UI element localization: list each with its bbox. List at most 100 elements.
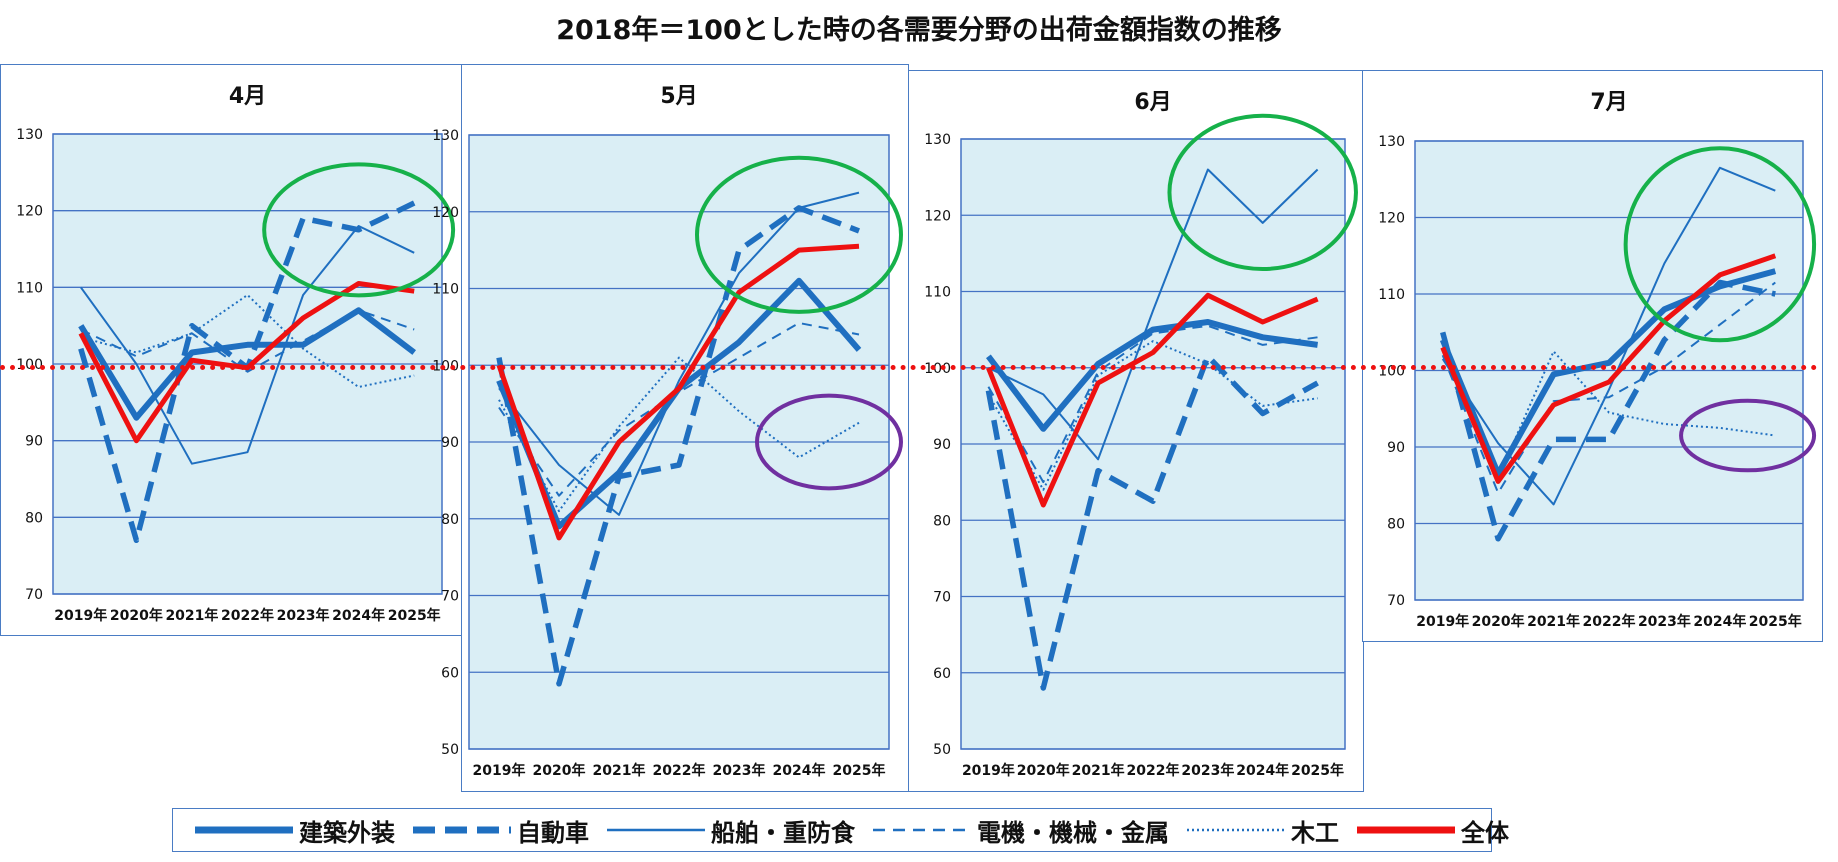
legend-swatch: [873, 828, 971, 832]
series-line: [987, 340, 1318, 491]
legend-item: 建築外装: [195, 813, 395, 848]
x-tick-label: 2024年: [332, 607, 385, 624]
x-tick-label: 2025年: [1291, 762, 1344, 779]
y-tick-label: 130: [432, 128, 459, 144]
series-line: [80, 309, 415, 373]
series-line: [498, 322, 860, 497]
panel-may: 5月 50 60 70 80 90 100 110 120 130 2019年 2020年 2021年 2…: [432, 64, 909, 792]
legend-swatch: [195, 826, 293, 834]
legend-swatch: [1357, 826, 1455, 834]
highlight-ellipse: [695, 155, 903, 314]
x-tick-label: 2020年: [1472, 613, 1525, 630]
x-tick-label: 2023年: [277, 607, 330, 624]
y-tick-label: 60: [933, 666, 951, 682]
x-tick-label: 2023年: [1181, 762, 1234, 779]
panel-april: 4月 70 80 90 100 110 120 130 2019年 2020年 2021年 2022年…: [0, 64, 462, 636]
x-tick-label: 2025年: [388, 607, 441, 624]
reference-line-100: [0, 365, 1818, 370]
x-tick-label: 2024年: [773, 762, 826, 779]
y-tick-label: 130: [16, 127, 43, 143]
x-tick-label: 2019年: [54, 607, 107, 624]
x-tick-label: 2020年: [110, 607, 163, 624]
y-tick-label: 70: [441, 589, 459, 605]
legend-item: 電機・機械・金属: [873, 813, 1169, 848]
highlight-ellipse: [1167, 113, 1358, 271]
x-tick-label: 2020年: [1017, 762, 1070, 779]
legend-item: 自動車: [413, 813, 589, 848]
legend-label: 電機・機械・金属: [977, 818, 1169, 847]
x-tick-label: 2021年: [593, 762, 646, 779]
y-tick-label: 90: [933, 437, 951, 453]
series-line: [987, 324, 1318, 484]
y-tick-label: 120: [924, 208, 951, 224]
x-tick-label: 2022年: [1127, 762, 1180, 779]
legend: 建築外装 自動車 船舶・重防食 電機・機械・金属 木工 全体: [172, 808, 1509, 852]
x-tick-label: 2019年: [962, 762, 1015, 779]
y-tick-label: 70: [1387, 593, 1405, 609]
panel-title: 5月: [660, 84, 697, 109]
y-tick-label: 90: [1387, 440, 1405, 456]
x-tick-label: 2024年: [1693, 613, 1746, 630]
x-tick-label: 2025年: [833, 762, 886, 779]
series-line: [79, 225, 415, 465]
series-line: [1441, 281, 1776, 494]
y-tick-label: 90: [441, 435, 459, 451]
x-tick-label: 2022年: [1583, 613, 1636, 630]
y-tick-label: 120: [432, 205, 459, 221]
highlight-ellipse: [755, 393, 903, 491]
x-tick-label: 2022年: [653, 762, 706, 779]
series-line: [986, 319, 1319, 432]
panel-july: 7月 70 80 90 100 110 120 130 2019年 2020年 2021年 2022年…: [1362, 70, 1823, 642]
y-tick-label: 50: [933, 742, 951, 758]
series-line: [1440, 279, 1776, 542]
y-tick-label: 120: [16, 204, 43, 220]
highlight-ellipse: [262, 162, 456, 298]
highlight-ellipse: [1623, 146, 1817, 343]
legend-label: 全体: [1461, 818, 1509, 847]
y-tick-label: 110: [924, 285, 951, 301]
x-tick-label: 2023年: [713, 762, 766, 779]
series-line: [498, 356, 860, 513]
series-line: [1440, 253, 1777, 484]
legend-item: 全体: [1357, 813, 1509, 848]
legend-item: 船舶・重防食: [607, 813, 855, 848]
y-tick-label: 80: [933, 513, 951, 529]
series-line: [78, 307, 417, 421]
series-line: [498, 191, 860, 516]
legend-swatch: [413, 826, 511, 834]
x-tick-label: 2021年: [1072, 762, 1125, 779]
legend-label: 自動車: [517, 818, 589, 847]
legend-label: 船舶・重防食: [711, 818, 855, 847]
y-tick-label: 130: [924, 132, 951, 148]
x-tick-label: 2023年: [1638, 613, 1691, 630]
y-tick-label: 70: [933, 590, 951, 606]
y-tick-label: 110: [432, 282, 459, 298]
y-tick-label: 120: [1378, 211, 1405, 227]
panel-title: 6月: [1134, 90, 1171, 115]
y-tick-label: 80: [441, 512, 459, 528]
series-line: [986, 292, 1319, 508]
x-tick-label: 2019年: [473, 762, 526, 779]
x-tick-label: 2024年: [1236, 762, 1289, 779]
y-tick-label: 80: [25, 510, 43, 526]
y-tick-label: 80: [1387, 517, 1405, 533]
legend-item: 木工: [1187, 813, 1339, 848]
series-line: [985, 353, 1319, 691]
series-line: [496, 243, 860, 541]
y-tick-label: 90: [25, 434, 43, 450]
x-tick-label: 2022年: [221, 607, 274, 624]
highlight-ellipse: [1679, 398, 1817, 473]
panel-title: 4月: [229, 84, 266, 109]
x-tick-label: 2025年: [1749, 613, 1802, 630]
chart-main-title: 2018年＝100とした時の各需要分野の出荷金額指数の推移: [556, 15, 1282, 46]
series-line: [987, 168, 1319, 461]
legend-swatch: [1187, 828, 1285, 832]
y-tick-label: 70: [25, 587, 43, 603]
y-tick-label: 60: [441, 665, 459, 681]
legend-label: 建築外装: [299, 818, 395, 847]
